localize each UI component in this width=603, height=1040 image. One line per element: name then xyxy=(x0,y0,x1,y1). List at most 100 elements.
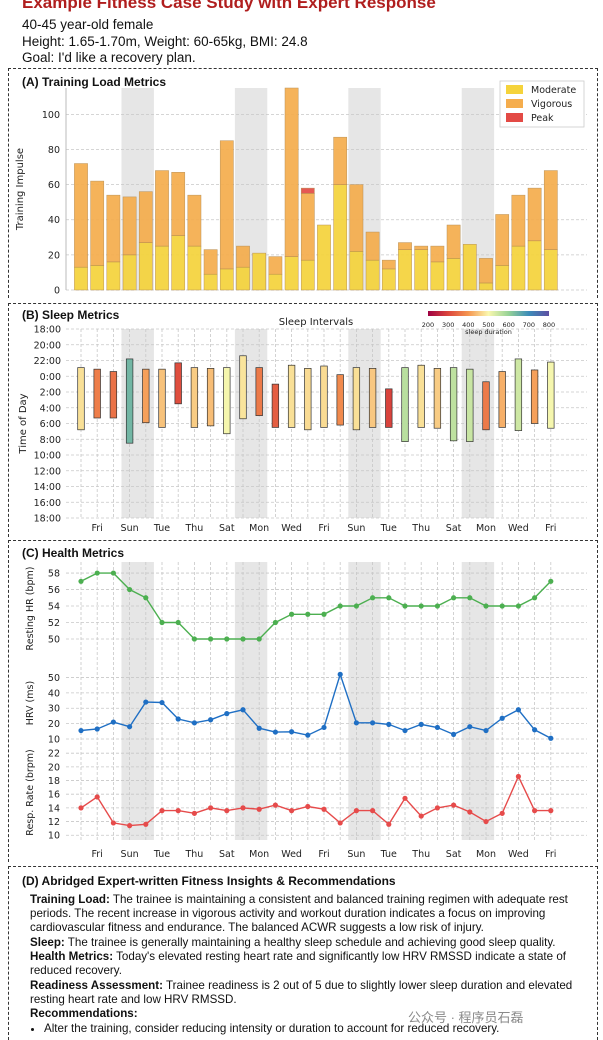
y-tick-label: 50 xyxy=(48,673,60,684)
x-tick-label: Thu xyxy=(411,523,430,534)
data-point xyxy=(224,711,230,717)
bar-moderate xyxy=(479,282,493,291)
data-point xyxy=(272,729,278,735)
data-point xyxy=(499,603,505,609)
data-point xyxy=(548,808,554,814)
bar-moderate xyxy=(365,259,380,291)
bar-moderate xyxy=(398,249,412,291)
sleep-interval xyxy=(320,365,328,428)
data-point xyxy=(94,570,100,576)
bar-vigorous xyxy=(187,194,202,247)
x-tick-label: Fri xyxy=(318,523,329,534)
y-tick-label: 22:00 xyxy=(34,356,61,367)
sleep-interval xyxy=(449,367,458,442)
sleep-interval xyxy=(77,367,85,431)
data-point xyxy=(321,611,327,617)
data-point xyxy=(127,586,133,593)
bar-vigorous xyxy=(543,170,558,250)
y-tick-label: 80 xyxy=(48,145,60,156)
data-point xyxy=(289,808,295,814)
data-point xyxy=(532,808,538,814)
panel-d-border-right xyxy=(597,866,598,1040)
insight-recommendations: Recommendations: xyxy=(30,1007,138,1020)
data-point xyxy=(483,603,489,609)
colorbar-tick-label: 200 xyxy=(422,321,434,329)
data-point xyxy=(353,808,359,814)
data-point xyxy=(127,823,133,829)
weekend-shade xyxy=(234,562,268,840)
y-tick-label: 16 xyxy=(48,790,60,801)
data-point xyxy=(515,707,522,713)
x-tick-label: Fri xyxy=(545,523,556,534)
series-line xyxy=(80,672,552,739)
data-point xyxy=(94,794,100,800)
sleep-interval xyxy=(206,368,215,427)
panel-a-border-left xyxy=(8,68,9,298)
x-tick-label: Thu xyxy=(184,849,203,860)
panel-b-title: (B) Sleep Metrics xyxy=(22,308,120,322)
data-point xyxy=(451,731,457,737)
panel-d-border-left xyxy=(8,866,9,1040)
y-tick-label: 6:00 xyxy=(40,419,61,430)
data-point xyxy=(451,595,457,601)
data-point xyxy=(110,570,116,576)
sleep-interval xyxy=(336,374,344,426)
y-tick-label: 18:00 xyxy=(34,325,61,336)
data-point xyxy=(256,806,262,812)
data-point xyxy=(78,805,84,811)
bar-moderate xyxy=(527,240,542,291)
y-tick-label: 54 xyxy=(48,602,60,613)
data-point xyxy=(370,808,376,814)
sleep-interval xyxy=(368,368,377,428)
data-point xyxy=(191,810,197,816)
data-point xyxy=(548,735,554,741)
x-tick-label: Fri xyxy=(92,849,103,860)
bar-vigorous xyxy=(284,87,299,257)
data-point xyxy=(159,619,165,626)
goal: Goal: I'd like a recovery plan. xyxy=(22,50,196,65)
x-tick-label: Wed xyxy=(508,523,529,534)
legend-label: Moderate xyxy=(531,85,576,96)
data-point xyxy=(434,805,440,811)
x-tick-label: Mon xyxy=(476,523,496,534)
data-point xyxy=(143,595,149,601)
data-point xyxy=(483,818,489,825)
page-title: Example Fitness Case Study with Expert R… xyxy=(22,0,436,12)
bar-moderate xyxy=(187,245,202,291)
y-tick-label: 52 xyxy=(48,618,60,629)
data-point xyxy=(127,724,133,730)
data-point xyxy=(321,806,327,812)
bar-vigorous xyxy=(430,245,445,263)
sleep-interval xyxy=(514,358,523,431)
data-point xyxy=(143,821,149,827)
x-tick-label: Fri xyxy=(545,849,556,860)
divider-bc xyxy=(8,540,598,541)
x-tick-label: Thu xyxy=(411,849,430,860)
data-point xyxy=(78,727,84,734)
bar-vigorous xyxy=(106,194,121,263)
y-tick-label: 100 xyxy=(42,110,60,121)
bar-moderate xyxy=(446,258,461,291)
y-tick-label: 18 xyxy=(48,776,60,787)
sleep-interval xyxy=(433,368,442,429)
x-tick-label: Sat xyxy=(219,523,235,534)
sleep-interval xyxy=(401,367,409,442)
training-load-chart: 0 20 40 60 80 100 Training Impulse Moderate Vigo… xyxy=(15,80,587,297)
data-point xyxy=(402,603,408,609)
sleep-interval xyxy=(158,368,166,428)
insights-body: Training Load: The trainee is maintainin… xyxy=(30,893,585,1036)
data-point xyxy=(386,721,392,727)
data-point xyxy=(175,619,181,626)
bar-moderate xyxy=(203,273,218,291)
bar-vigorous xyxy=(219,140,234,270)
bar-moderate xyxy=(430,261,445,291)
data-point xyxy=(402,727,408,734)
x-tick-label: Sat xyxy=(446,849,462,860)
colorbar-tick-label: 700 xyxy=(523,321,535,329)
data-point xyxy=(467,595,473,601)
y-axis-label: Resp. Rate (brpm) xyxy=(25,749,36,835)
bar-vigorous xyxy=(90,180,105,266)
data-point xyxy=(305,732,311,738)
bar-vigorous xyxy=(74,163,88,268)
y-tick-label: 20 xyxy=(48,762,60,773)
